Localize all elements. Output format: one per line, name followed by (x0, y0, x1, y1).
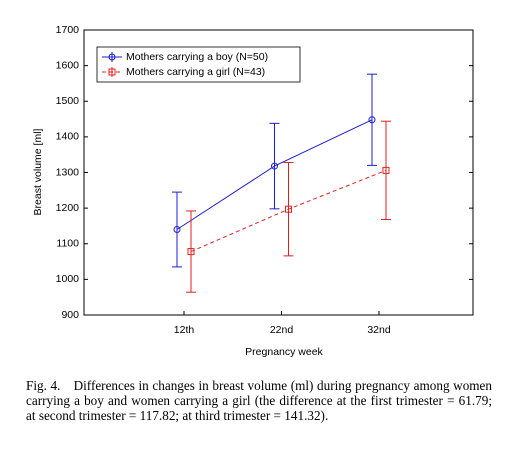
x-axis-label: Pregnancy week (245, 346, 323, 358)
data-point (187, 248, 195, 256)
data-point (173, 226, 181, 233)
y-tick-label: 1300 (56, 166, 80, 178)
data-point (382, 166, 390, 174)
y-tick-label: 1200 (56, 202, 80, 214)
data-point (285, 205, 292, 213)
y-axis-label: Breast volume [ml] (32, 128, 44, 215)
y-tick-label: 1100 (56, 238, 79, 250)
figure-caption: Fig. 4. Differences in changes in breast… (26, 378, 492, 423)
y-tick-label: 1600 (56, 59, 80, 71)
data-point (368, 116, 376, 124)
chart: Pregnancy week Breast volume [ml] 900 100… (32, 24, 474, 358)
y-tick-label: 1000 (56, 273, 80, 285)
x-tick-label: 22nd (270, 324, 294, 336)
y-tick-label: 900 (61, 309, 79, 321)
legend-marker (108, 68, 116, 76)
y-tick-label: 1700 (56, 24, 80, 36)
data-point (271, 162, 278, 170)
legend-box (96, 46, 301, 83)
x-tick-label: 32nd (367, 324, 391, 336)
legend-marker (108, 53, 116, 61)
legend-label: Mothers carrying a girl (N=43) (126, 66, 265, 78)
y-tick-label: 1500 (56, 95, 80, 107)
legend-label: Mothers carrying a boy (N=50) (126, 51, 268, 63)
y-tick-label: 1400 (56, 131, 80, 143)
x-tick-label: 12th (174, 324, 195, 336)
